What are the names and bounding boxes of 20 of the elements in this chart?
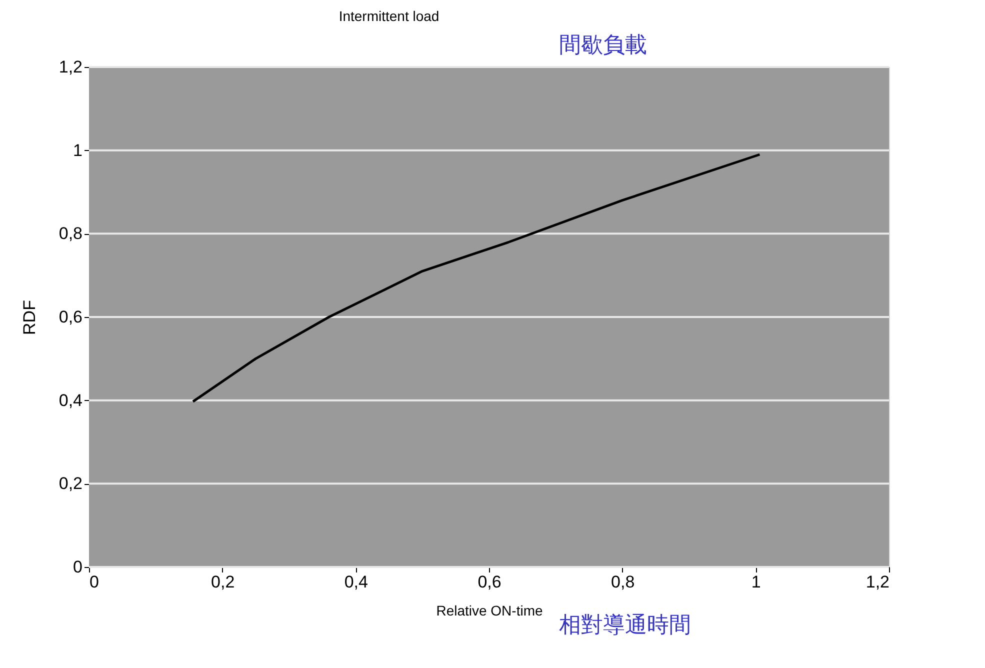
x-axis-title: Relative ON-time <box>436 602 543 618</box>
x-tick-label: 0 <box>90 572 99 592</box>
x-tick-label: 0,8 <box>611 572 635 592</box>
y-tick-label: 0 <box>73 558 82 576</box>
y-tick-label: 0,4 <box>58 390 82 410</box>
x-tick-label: 0,2 <box>211 572 235 592</box>
x-tick-label: 1 <box>751 572 761 592</box>
line-series <box>192 153 761 403</box>
y-axis-title: RDF <box>20 300 39 335</box>
chart-title: Intermittent load <box>338 8 440 24</box>
y-tick-label: 0,8 <box>58 224 82 244</box>
y-tick-label: 1 <box>73 140 82 160</box>
y-tick-label: 0,2 <box>58 474 82 494</box>
text: 相對導通時間 <box>559 612 691 637</box>
x-tick-label: 0,4 <box>344 572 368 592</box>
y-tick-label: 1,2 <box>58 58 82 76</box>
x-tick-label: 1,2 <box>866 572 890 592</box>
y-tick-label: 0,6 <box>58 308 82 326</box>
x-tick-label: 0,6 <box>478 572 502 592</box>
text: 間歇負載 <box>559 32 647 57</box>
